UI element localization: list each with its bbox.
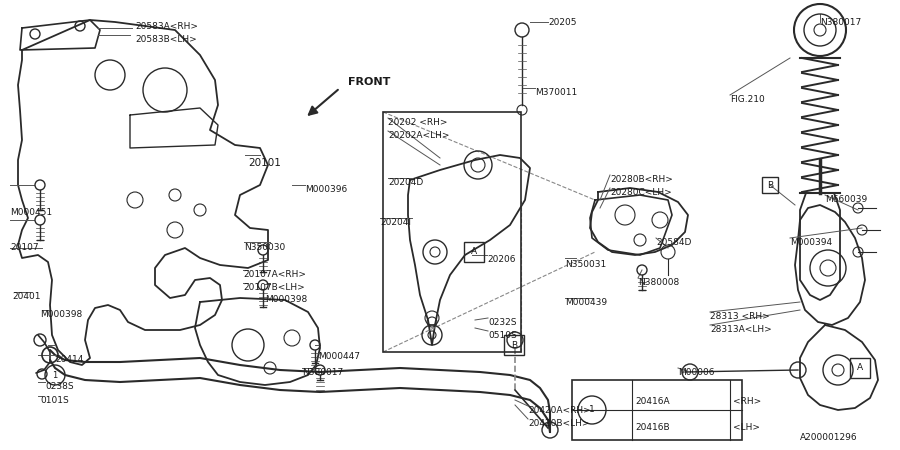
Text: 20420A<RH>: 20420A<RH> xyxy=(528,406,590,415)
Bar xyxy=(464,242,484,262)
Text: M000439: M000439 xyxy=(565,298,608,307)
Text: 20205: 20205 xyxy=(548,18,577,27)
Text: FRONT: FRONT xyxy=(348,77,391,87)
Text: N350030: N350030 xyxy=(244,243,285,252)
Text: 20202 <RH>: 20202 <RH> xyxy=(388,118,447,127)
Text: N380017: N380017 xyxy=(820,18,861,27)
Text: M000394: M000394 xyxy=(790,238,833,247)
Text: M660039: M660039 xyxy=(825,195,868,204)
Text: FIG.210: FIG.210 xyxy=(730,95,765,104)
Text: 28313 <RH>: 28313 <RH> xyxy=(710,312,770,321)
Text: 0238S: 0238S xyxy=(45,382,74,391)
Text: M000398: M000398 xyxy=(40,310,82,319)
Bar xyxy=(383,112,521,352)
Text: M000398: M000398 xyxy=(265,295,307,304)
Text: 20280B<RH>: 20280B<RH> xyxy=(610,175,673,184)
Bar xyxy=(504,335,524,355)
Text: 20206: 20206 xyxy=(487,255,516,264)
Text: A: A xyxy=(857,364,863,373)
Text: 0510S: 0510S xyxy=(488,331,517,340)
Text: 20107: 20107 xyxy=(10,243,39,252)
Text: M000396: M000396 xyxy=(305,185,347,194)
Text: 0232S: 0232S xyxy=(488,318,517,327)
Text: M000447: M000447 xyxy=(318,352,360,361)
Text: A: A xyxy=(471,248,477,256)
Bar xyxy=(572,380,742,440)
Text: <LH>: <LH> xyxy=(733,423,760,432)
Text: 28313A<LH>: 28313A<LH> xyxy=(710,325,772,334)
Text: 20107B<LH>: 20107B<LH> xyxy=(243,283,305,292)
Text: N380017: N380017 xyxy=(302,368,343,377)
Text: N380008: N380008 xyxy=(638,278,680,287)
Text: 1: 1 xyxy=(590,405,595,414)
Text: B: B xyxy=(767,180,773,189)
Text: 20202A<LH>: 20202A<LH> xyxy=(388,131,449,140)
Text: 20204D: 20204D xyxy=(388,178,423,187)
Text: 20584D: 20584D xyxy=(656,238,691,247)
Text: M000451: M000451 xyxy=(10,208,52,217)
Text: 20101: 20101 xyxy=(248,158,281,168)
Text: 20416A: 20416A xyxy=(635,397,670,406)
Text: M370011: M370011 xyxy=(535,88,577,97)
Text: 0101S: 0101S xyxy=(40,396,68,405)
Text: 20583B<LH>: 20583B<LH> xyxy=(135,35,197,44)
Text: M00006: M00006 xyxy=(678,368,715,377)
Text: 1: 1 xyxy=(52,370,58,379)
Text: B: B xyxy=(511,341,517,350)
Text: 20414: 20414 xyxy=(55,355,84,364)
Text: 20416B: 20416B xyxy=(635,423,670,432)
Text: 20401: 20401 xyxy=(12,292,40,301)
Text: A200001296: A200001296 xyxy=(800,433,858,442)
Bar xyxy=(850,358,870,378)
Text: 20107A<RH>: 20107A<RH> xyxy=(243,270,306,279)
Bar xyxy=(762,177,778,193)
Text: N350031: N350031 xyxy=(565,260,607,269)
Text: 20280C<LH>: 20280C<LH> xyxy=(610,188,671,197)
Text: 20204I: 20204I xyxy=(380,218,411,227)
Text: 20420B<LH>: 20420B<LH> xyxy=(528,419,590,428)
Text: <RH>: <RH> xyxy=(733,397,761,406)
Text: 20583A<RH>: 20583A<RH> xyxy=(135,22,198,31)
